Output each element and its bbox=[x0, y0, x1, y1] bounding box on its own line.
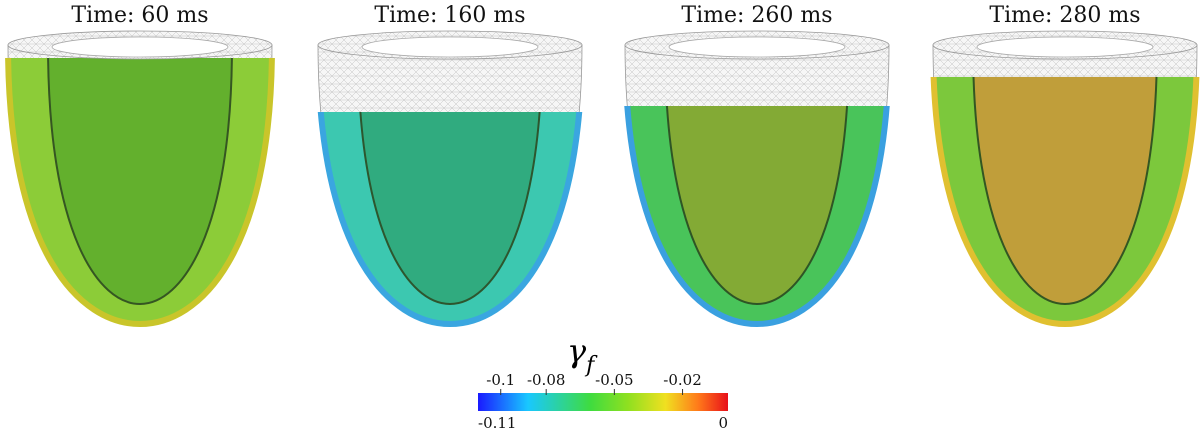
heart bbox=[624, 30, 890, 328]
heart-colored bbox=[5, 58, 275, 328]
panel-title: Time: 280 ms bbox=[989, 3, 1140, 28]
heart bbox=[317, 30, 583, 328]
colorbar bbox=[478, 393, 728, 411]
heart-colored bbox=[930, 77, 1200, 328]
heart-cavity bbox=[47, 58, 233, 306]
heart bbox=[5, 30, 275, 328]
heart-cap-inner bbox=[361, 36, 539, 58]
panel-title: Time: 260 ms bbox=[681, 3, 832, 28]
heart-cap-inner bbox=[976, 36, 1154, 58]
colorbar-tick-label: -0.02 bbox=[663, 371, 701, 389]
colorbar-max-label: 0 bbox=[718, 414, 728, 432]
heart-colored bbox=[317, 112, 583, 328]
heart-cavity bbox=[972, 77, 1158, 306]
colorbar-tick-label: -0.1 bbox=[486, 371, 515, 389]
colorbar-tick-label: -0.05 bbox=[595, 371, 633, 389]
heart-cavity bbox=[665, 106, 849, 306]
colorbar-tick-label: -0.08 bbox=[527, 371, 565, 389]
heart-cap-inner bbox=[51, 36, 229, 58]
heart-cap-inner bbox=[668, 36, 846, 58]
heart bbox=[930, 30, 1200, 328]
heart-cavity bbox=[359, 112, 541, 306]
colorbar-label: γf bbox=[567, 332, 598, 378]
panel-title: Time: 60 ms bbox=[71, 3, 208, 28]
colorbar-min-label: -0.11 bbox=[478, 414, 516, 432]
heart-colored bbox=[624, 106, 890, 328]
panel-title: Time: 160 ms bbox=[374, 3, 525, 28]
